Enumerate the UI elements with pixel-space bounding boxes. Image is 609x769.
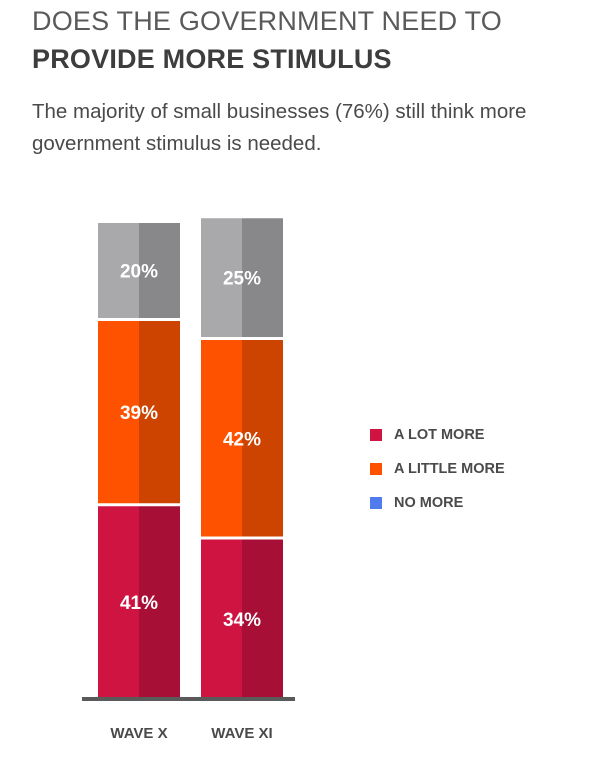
bar-wave-xi-a-little-more-right bbox=[242, 340, 283, 537]
data-label-wave-x-no-more: 20% bbox=[120, 262, 158, 283]
bar-wave-xi-no-more-right bbox=[242, 218, 283, 337]
legend-label-a-lot-more: A LOT MORE bbox=[394, 427, 485, 443]
chart-legend: A LOT MORE A LITTLE MORE NO MORE bbox=[370, 418, 505, 520]
data-label-wave-x-a-lot-more: 41% bbox=[120, 593, 158, 614]
legend-item-no-more: NO MORE bbox=[370, 486, 505, 520]
bar-wave-xi-a-lot-more-right bbox=[242, 539, 283, 698]
bar-wave-x-no-more-right bbox=[139, 223, 180, 318]
legend-swatch-no-more bbox=[370, 497, 382, 509]
bar-wave-x-no-more-left bbox=[98, 223, 139, 318]
legend-item-a-little-more: A LITTLE MORE bbox=[370, 452, 505, 486]
bar-wave-x-a-little-more-right bbox=[139, 321, 180, 504]
bar-wave-x-a-lot-more-right bbox=[139, 506, 180, 698]
chart-title-line-2: PROVIDE MORE STIMULUS bbox=[32, 44, 392, 74]
data-label-wave-xi-no-more: 25% bbox=[223, 269, 261, 290]
legend-item-a-lot-more: A LOT MORE bbox=[370, 418, 505, 452]
legend-swatch-a-lot-more bbox=[370, 429, 382, 441]
legend-swatch-a-little-more bbox=[370, 463, 382, 475]
legend-label-no-more: NO MORE bbox=[394, 495, 464, 511]
chart-subtitle: The majority of small businesses (76%) s… bbox=[32, 100, 527, 155]
data-label-wave-x-a-little-more: 39% bbox=[120, 403, 158, 424]
bar-wave-xi-a-little-more-left bbox=[201, 340, 242, 537]
bar-wave-xi-no-more-left bbox=[201, 218, 242, 337]
legend-label-a-little-more: A LITTLE MORE bbox=[394, 461, 505, 477]
x-tick-label-wave-xi: WAVE XI bbox=[211, 725, 272, 742]
bar-wave-x-a-little-more-left bbox=[98, 321, 139, 504]
x-tick-label-wave-x: WAVE X bbox=[110, 725, 167, 742]
bar-wave-xi-a-lot-more-left bbox=[201, 539, 242, 698]
data-label-wave-xi-a-lot-more: 34% bbox=[223, 610, 261, 631]
chart-title-line-1: DOES THE GOVERNMENT NEED TO bbox=[32, 6, 502, 36]
data-label-wave-xi-a-little-more: 42% bbox=[223, 429, 261, 450]
bar-wave-x-a-lot-more-left bbox=[98, 506, 139, 698]
x-axis-baseline bbox=[82, 697, 295, 701]
